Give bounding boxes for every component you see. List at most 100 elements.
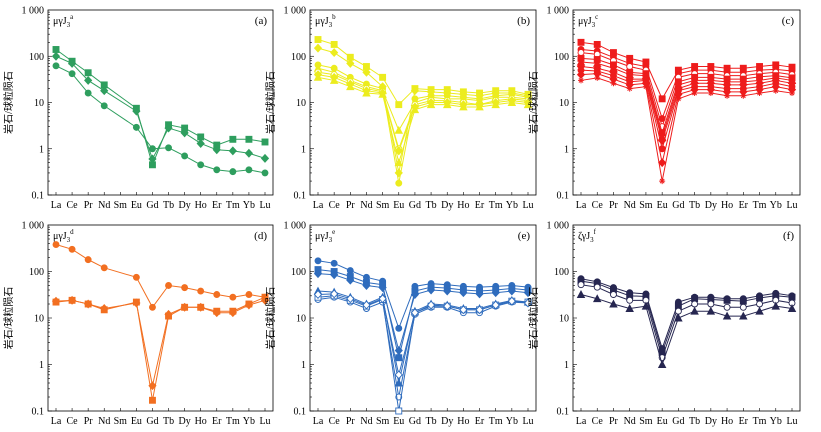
series-7 [313, 72, 533, 167]
panel-title: μγJ3c [578, 13, 598, 29]
x-tick-label: Nd [624, 200, 636, 211]
data-point [475, 289, 484, 299]
y-tick-label: 1 [564, 360, 569, 371]
x-tick-label: Nd [98, 416, 110, 427]
y-tick-label: 0.1 [557, 407, 570, 418]
data-point [739, 303, 747, 311]
x-tick-label: Dy [178, 416, 190, 427]
data-point [395, 179, 403, 187]
data-point [229, 293, 237, 301]
data-point [691, 90, 698, 97]
data-point [362, 281, 371, 290]
y-axis-label: 岩石/球粒陨石 [2, 287, 15, 350]
data-point [642, 83, 649, 90]
data-point [658, 95, 666, 103]
x-tick-label: Tm [753, 416, 767, 427]
data-point [165, 144, 172, 152]
data-point [739, 311, 748, 320]
series-3 [577, 281, 796, 362]
x-tick-label: Er [475, 200, 485, 211]
data-point [149, 303, 156, 311]
data-point [593, 283, 601, 291]
chart-panel-1: 1 000 100 10 1 0.1 La Ce Pr Nd Sm Eu Gd Tb Dy Ho Er Tm Yb… [2, 6, 274, 211]
y-tick-label: 1 000 [284, 221, 307, 232]
data-point [196, 302, 205, 312]
y-tick-label: 1 000 [284, 6, 307, 17]
panel-label: (a) [255, 15, 268, 27]
data-point [164, 123, 173, 133]
data-point [244, 300, 254, 310]
data-point [330, 259, 338, 267]
data-point [626, 296, 634, 304]
x-tick-label: Tm [226, 200, 240, 211]
data-point [132, 298, 141, 308]
panel-label: (c) [782, 15, 795, 27]
panel-title: μγJ3b [315, 13, 336, 29]
data-point [379, 73, 387, 81]
data-point [84, 75, 93, 85]
data-point [181, 152, 189, 160]
data-point [723, 296, 731, 304]
x-tick-label: Tb [689, 200, 700, 211]
data-point [197, 161, 205, 169]
y-tick-label: 1 [39, 144, 44, 155]
x-tick-label: Pr [346, 416, 356, 427]
data-point [772, 87, 779, 94]
data-point [228, 308, 237, 318]
y-tick-label: 1 [39, 360, 44, 371]
chart-panel-2: 1 000 100 10 1 0.1 La Ce Pr Nd Sm Eu Gd Tb Dy Ho Er Tm Yb… [264, 6, 537, 211]
y-tick-label: 10 [34, 314, 44, 325]
data-point [229, 135, 237, 143]
data-point [395, 407, 403, 415]
data-point [52, 46, 60, 53]
data-point [180, 302, 189, 312]
data-point [52, 62, 60, 70]
x-tick-label: Er [212, 416, 222, 427]
x-tick-label: Tb [426, 200, 437, 211]
x-tick-label: Dy [441, 200, 453, 211]
data-point [723, 303, 731, 311]
x-tick-label: Tm [489, 200, 503, 211]
data-point [148, 381, 157, 391]
x-tick-label: Ce [592, 200, 604, 211]
data-point [577, 281, 585, 289]
data-point [394, 146, 403, 156]
x-tick-label: Dy [705, 200, 717, 211]
x-tick-label: Dy [441, 416, 453, 427]
y-tick-label: 1 [301, 360, 306, 371]
chart-panel-4: 1 000 100 10 1 0.1 La Ce Pr Nd Sm Eu Gd Tb Dy Ho Er Tm Yb… [2, 221, 274, 427]
data-point [657, 360, 667, 368]
x-tick-label: Gd [672, 416, 684, 427]
data-point [675, 95, 682, 102]
x-tick-label: Lu [522, 416, 533, 427]
x-tick-label: Yb [506, 200, 518, 211]
data-point [576, 290, 586, 298]
data-point [690, 306, 699, 315]
data-point [594, 74, 601, 81]
data-point [523, 298, 533, 308]
panel-title: ζγJ3f [578, 228, 597, 244]
data-point [52, 241, 60, 248]
y-axis-label: 岩石/球粒陨石 [2, 71, 15, 134]
data-point [165, 282, 172, 289]
data-point [410, 86, 420, 96]
data-point [346, 267, 354, 274]
y-axis-label: 岩石/球粒陨石 [527, 71, 540, 134]
x-tick-label: Yb [770, 200, 782, 211]
x-tick-label: Dy [705, 416, 717, 427]
x-tick-label: Eu [393, 416, 404, 427]
x-tick-label: Ce [329, 200, 341, 211]
data-point [213, 291, 221, 298]
x-tick-label: Tb [163, 200, 174, 211]
data-point [100, 304, 109, 313]
y-tick-label: 100 [291, 52, 306, 63]
data-point [592, 294, 602, 303]
x-tick-label: Er [475, 416, 485, 427]
data-point [212, 145, 221, 155]
data-point [658, 158, 667, 168]
x-tick-label: Eu [393, 200, 404, 211]
panel-title: μγJ3a [53, 13, 74, 29]
x-tick-label: Ho [721, 416, 733, 427]
data-point [394, 158, 404, 167]
